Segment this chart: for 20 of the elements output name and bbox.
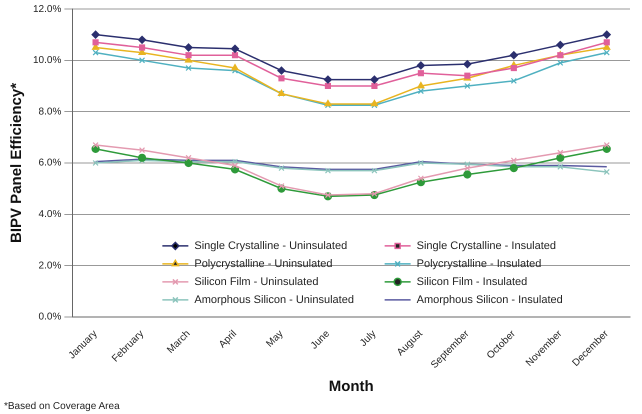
y-tick-label: 8.0% — [38, 106, 62, 118]
legend-label: Silicon Film - Insulated — [416, 276, 528, 288]
x-tick-label: July — [358, 328, 378, 349]
y-tick-label: 2.0% — [38, 260, 62, 272]
legend-label: Single Crystalline - Insulated — [416, 240, 556, 252]
text: *Based on Coverage Area — [4, 401, 120, 412]
y-tick-label: 12.0% — [32, 4, 62, 15]
legend-label: Amorphous Silicon - Insulated — [416, 294, 563, 306]
legend-label: Polycrystalline - Insulated — [416, 258, 542, 270]
legend-label: Silicon Film - Uninsulated — [194, 276, 318, 288]
x-tick-label: May — [264, 328, 286, 350]
legend-label: Single Crystalline - Uninsulated — [194, 240, 348, 252]
legend-label: Polycrystalline - Uninsulated — [194, 258, 333, 270]
y-tick-label: 10.0% — [32, 55, 62, 66]
y-tick-label: 6.0% — [38, 158, 62, 169]
y-tick-label: 4.0% — [38, 209, 62, 220]
legend-label: Amorphous Silicon - Uninsulated — [194, 294, 354, 306]
y-axis-title: BIPV Panel Efficiency* — [8, 82, 26, 243]
x-axis-title: Month — [328, 378, 374, 396]
y-tick-label: 0.0% — [38, 312, 62, 323]
